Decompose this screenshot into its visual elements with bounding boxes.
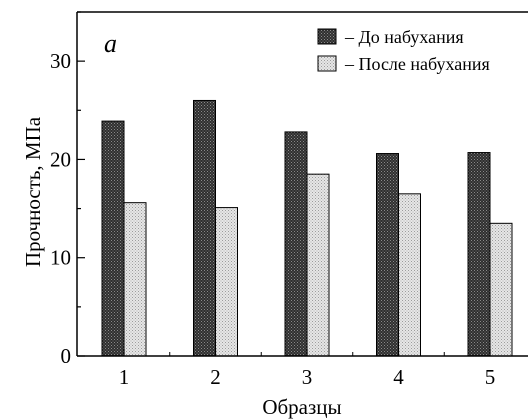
- bar-series1-sample-4: [376, 153, 399, 357]
- bar-series1-sample-3: [284, 131, 308, 357]
- legend-label-series1: – До набухания: [344, 27, 464, 47]
- bar-series2-sample-3: [306, 173, 330, 357]
- bar-series1-sample-5: [467, 152, 491, 357]
- bar-series1-sample-1: [101, 120, 125, 357]
- x-tick-label-2: 2: [210, 365, 221, 389]
- y-axis-label: Прочность, МПа: [21, 116, 45, 267]
- legend: – До набухания – После набухания: [317, 27, 490, 74]
- bar-series2-sample-5: [489, 222, 513, 357]
- y-tick-label-10: 10: [50, 246, 71, 270]
- x-tick-label-3: 3: [302, 365, 313, 389]
- y-tick-label-0: 0: [61, 344, 72, 368]
- bar-series1-sample-2: [193, 99, 216, 357]
- x-axis-label: Образцы: [262, 395, 341, 419]
- bars-layer: [101, 99, 513, 357]
- bar-series2-sample-1: [123, 202, 147, 357]
- legend-swatch-series1: [317, 28, 337, 45]
- bar-series2-sample-2: [215, 207, 238, 357]
- x-tick-label-1: 1: [119, 365, 130, 389]
- legend-swatch-series2: [317, 55, 337, 72]
- legend-label-series2: – После набухания: [344, 54, 490, 74]
- bar-series2-sample-4: [398, 193, 421, 357]
- y-tick-label-30: 30: [50, 49, 71, 73]
- y-tick-label-20: 20: [50, 147, 71, 171]
- x-tick-label-5: 5: [485, 365, 496, 389]
- axes-layer: 1 2 3 4 5 0 10 20 30: [50, 11, 528, 389]
- x-tick-label-4: 4: [393, 365, 404, 389]
- panel-label: a: [104, 29, 117, 58]
